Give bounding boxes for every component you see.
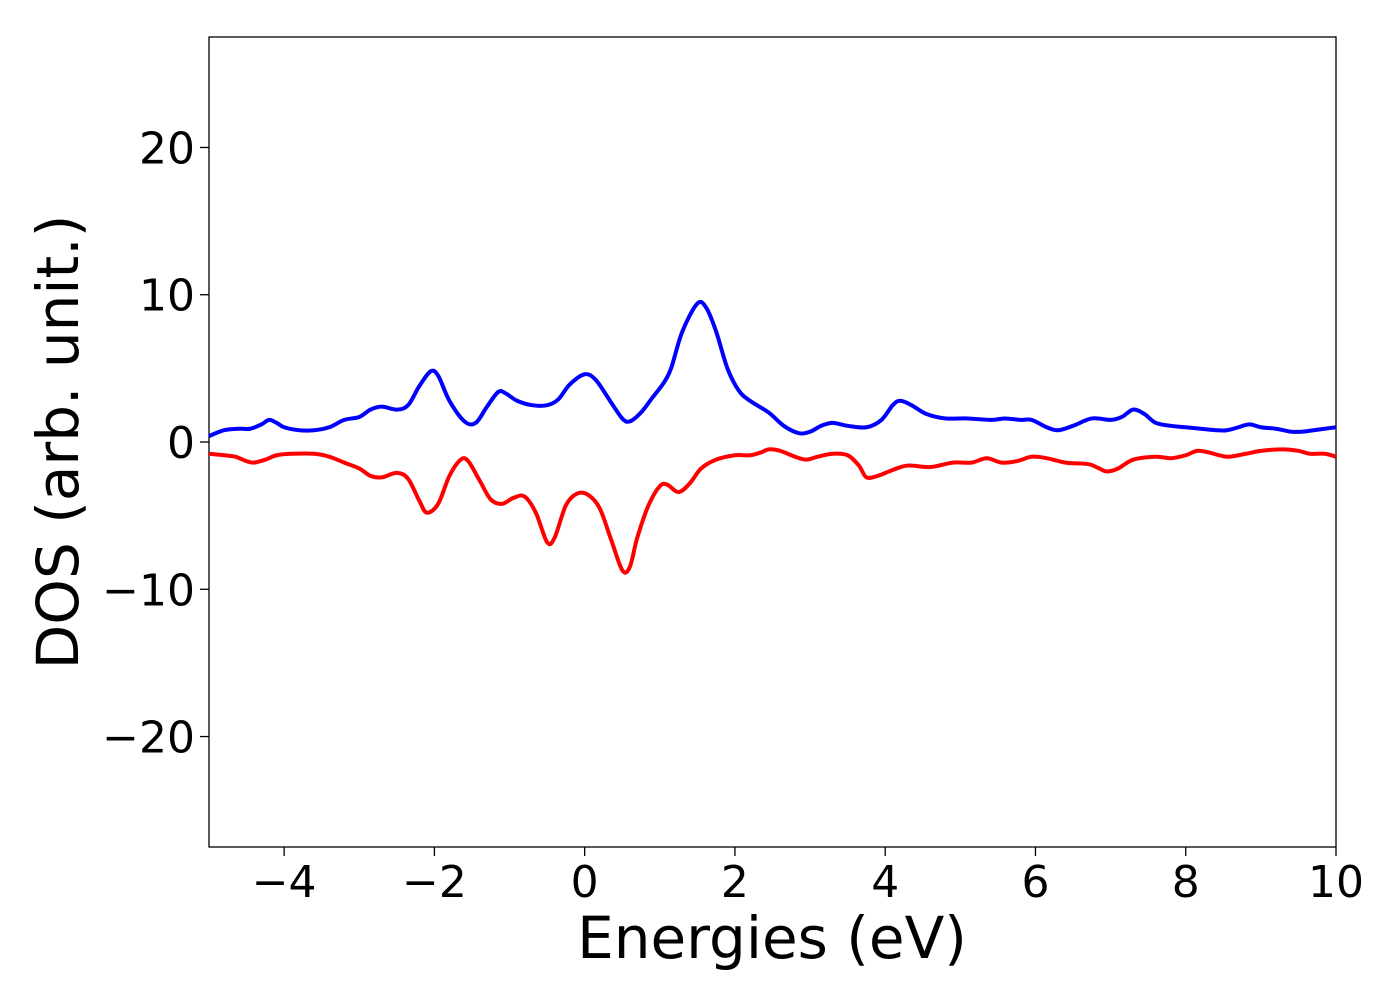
x-axis-ticks: −4 −2 0 2 4 6 8 10 [252,847,1364,908]
y-tick-label: −20 [102,713,195,764]
x-tick-label: 6 [1021,857,1049,908]
x-tick-label: 8 [1172,857,1200,908]
x-tick-label: 4 [871,857,899,908]
series-line-2 [208,447,1337,575]
y-tick-label: 0 [167,418,195,469]
x-tick-label: 2 [721,857,749,908]
y-tick-label: −10 [102,565,195,616]
series-layer [208,299,1337,575]
y-tick-label: 10 [139,271,195,322]
plot-frame [208,36,1337,848]
x-tick-label: −2 [402,857,467,908]
x-axis-label: Energies (eV) [577,904,967,972]
y-axis-label: DOS (arb. unit.) [24,215,92,670]
y-axis-ticks: −20 −10 0 10 20 [102,123,209,764]
x-tick-label: 0 [571,857,599,908]
series-line-1 [208,299,1337,438]
x-tick-label: −4 [252,857,317,908]
x-tick-label: 10 [1308,857,1364,908]
y-tick-label: 20 [139,123,195,174]
